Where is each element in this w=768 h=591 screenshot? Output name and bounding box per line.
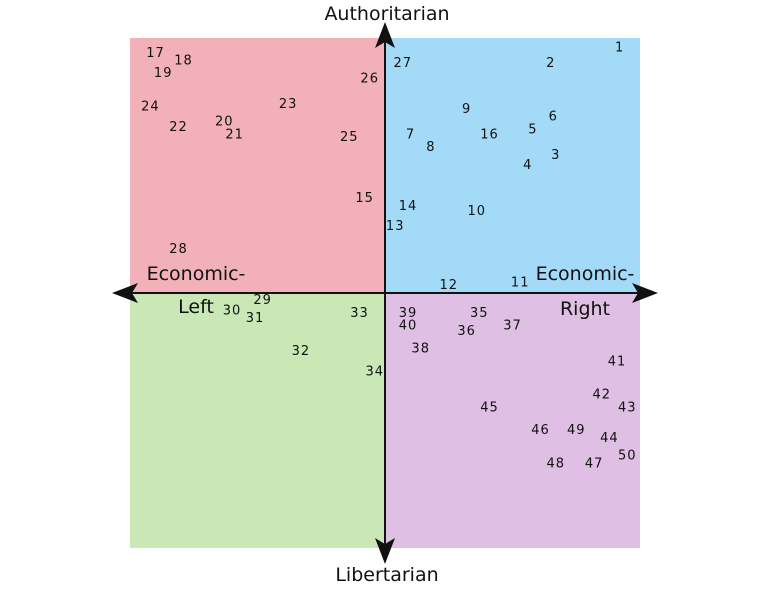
data-point-label: 16 [480, 127, 499, 142]
data-point-label: 18 [174, 53, 193, 68]
axis-label-line: Economic- [147, 263, 246, 285]
data-point-label: 30 [223, 303, 242, 318]
data-point-label: 25 [340, 130, 359, 145]
data-point-label: 21 [225, 127, 244, 142]
axis-label-bottom: Libertarian [335, 564, 438, 586]
data-point-label: 43 [618, 400, 637, 415]
data-point-label: 3 [551, 148, 560, 163]
data-point-label: 33 [350, 306, 369, 321]
data-point-label: 48 [547, 456, 566, 471]
data-point-label: 29 [253, 293, 272, 308]
data-point-label: 6 [549, 110, 558, 125]
data-point-label: 10 [468, 204, 487, 219]
data-point-label: 32 [292, 344, 311, 359]
axis-label-line: Left [178, 296, 214, 318]
data-point-label: 14 [399, 199, 418, 214]
data-point-label: 12 [440, 278, 459, 293]
data-point-label: 2 [546, 56, 555, 71]
quadrants [130, 38, 640, 548]
data-point-label: 38 [411, 342, 430, 357]
axis-label-left: Economic- Left [147, 263, 246, 318]
data-point-label: 44 [600, 431, 619, 446]
axes [112, 22, 658, 564]
data-point-label: 46 [531, 423, 550, 438]
data-point-label: 5 [528, 122, 537, 137]
data-point-label: 1 [615, 41, 624, 56]
data-point-label: 8 [426, 140, 435, 155]
data-point-label: 17 [146, 46, 165, 61]
arrow-down-icon [375, 538, 395, 564]
data-point-label: 7 [406, 127, 415, 142]
data-point-label: 31 [246, 311, 265, 326]
data-point-label: 36 [457, 324, 476, 339]
data-point-label: 40 [399, 319, 418, 334]
data-point-label: 45 [480, 400, 499, 415]
axis-labels: Authoritarian Libertarian Economic-Left … [147, 3, 635, 586]
data-point-label: 47 [585, 456, 604, 471]
data-point-label: 50 [618, 449, 637, 464]
axis-label-right: Economic- Right [536, 263, 635, 320]
quadrant-bottom-left [130, 293, 385, 548]
data-point-label: 27 [394, 56, 413, 71]
data-point-label: 4 [523, 158, 532, 173]
quadrant-top-left [130, 38, 385, 293]
data-point-label: 11 [511, 275, 530, 290]
data-point-label: 23 [279, 97, 298, 112]
data-point-label: 35 [470, 306, 489, 321]
axis-label-line: Right [560, 298, 610, 320]
axis-label-top: Authoritarian [324, 3, 449, 25]
data-point-label: 24 [141, 99, 160, 114]
quadrant-top-right [385, 38, 640, 293]
quadrant-bottom-right [385, 293, 640, 548]
data-point-label: 41 [608, 354, 627, 369]
data-point-label: 42 [593, 388, 612, 403]
data-point-label: 26 [360, 71, 379, 86]
data-point-label: 15 [355, 191, 374, 206]
data-point-label: 49 [567, 423, 586, 438]
data-point-label: 9 [462, 102, 471, 117]
data-point-label: 28 [169, 242, 188, 257]
data-point-label: 39 [399, 306, 418, 321]
data-point-label: 13 [386, 219, 405, 234]
axis-label-line: Economic- [536, 263, 635, 285]
data-point-label: 22 [169, 120, 188, 135]
data-point-label: 34 [366, 365, 385, 380]
data-point-label: 20 [215, 115, 234, 130]
data-points: 1234567891011121314151617181920212223242… [141, 41, 637, 472]
arrow-right-icon [632, 283, 658, 303]
data-point-label: 19 [154, 66, 173, 81]
data-point-label: 37 [503, 319, 522, 334]
arrow-left-icon [112, 283, 138, 303]
arrow-up-icon [375, 22, 395, 48]
